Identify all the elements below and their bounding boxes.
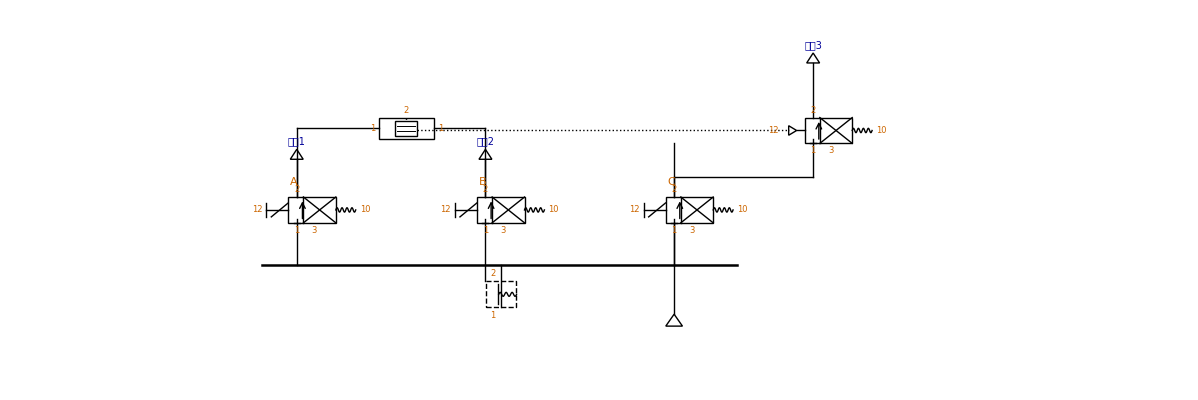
Text: C: C xyxy=(667,177,676,187)
Text: 3: 3 xyxy=(311,226,317,235)
Text: 1: 1 xyxy=(672,226,677,235)
Text: A: A xyxy=(290,177,298,187)
Text: 12: 12 xyxy=(252,206,262,214)
Bar xyxy=(486,282,515,307)
Text: 10: 10 xyxy=(737,206,748,214)
Text: 2: 2 xyxy=(404,106,409,114)
Bar xyxy=(805,118,852,143)
Text: 10: 10 xyxy=(359,206,370,214)
Text: 出力1: 出力1 xyxy=(288,136,305,146)
Bar xyxy=(395,120,417,136)
Text: B: B xyxy=(479,177,486,187)
Text: 12: 12 xyxy=(768,126,779,135)
Text: 3: 3 xyxy=(689,226,695,235)
Text: 2: 2 xyxy=(295,185,300,194)
Text: 2: 2 xyxy=(483,185,488,194)
Bar xyxy=(289,197,335,223)
Text: 1: 1 xyxy=(811,146,816,155)
Text: 3: 3 xyxy=(501,226,506,235)
Text: 1: 1 xyxy=(370,124,375,133)
Text: 10: 10 xyxy=(876,126,887,135)
Text: 10: 10 xyxy=(549,206,558,214)
Text: 2: 2 xyxy=(490,270,495,278)
Text: 1: 1 xyxy=(483,226,488,235)
Text: 12: 12 xyxy=(441,206,450,214)
Text: 1: 1 xyxy=(295,226,300,235)
Text: 12: 12 xyxy=(629,206,640,214)
Bar xyxy=(666,197,713,223)
Bar xyxy=(379,118,434,140)
Bar xyxy=(477,197,525,223)
Text: 3: 3 xyxy=(828,146,834,155)
Text: 出力3: 出力3 xyxy=(804,40,822,50)
Text: 出力2: 出力2 xyxy=(477,136,495,146)
Text: 2: 2 xyxy=(811,106,816,114)
Text: 1: 1 xyxy=(490,311,495,320)
Text: 1: 1 xyxy=(437,124,443,133)
Text: 2: 2 xyxy=(672,185,677,194)
